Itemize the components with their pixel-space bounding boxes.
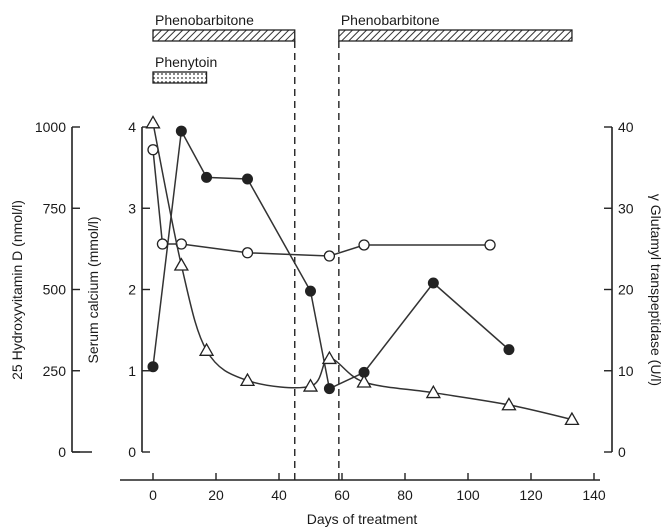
data-point [302,378,319,392]
axes: 0 20 40 60 80 100 120 1400250500750100001234010… [35,119,634,503]
data-point [156,238,169,250]
data-point [356,374,372,388]
data-point [503,344,515,356]
treatment-bar-label: Phenobarbitone [341,12,440,28]
x-tick-label: 60 [334,487,350,503]
y-axis-title-calcium: Serum calcium (mmol/l) [85,216,101,363]
data-point [358,239,370,251]
data-point [323,383,335,395]
x-tick-label: 100 [456,487,480,503]
data-point [321,350,338,365]
data-point [427,277,439,289]
x-tick-label: 40 [271,487,287,503]
data-point [501,397,517,411]
ggt-tick-label: 40 [618,119,634,135]
x-tick-label: 0 [149,487,157,503]
ggt-tick-label: 0 [618,444,626,460]
series-open-circle [147,144,496,262]
data-point [173,257,189,271]
calcium-tick-label: 4 [128,119,136,135]
treatment-bar-label: Phenytoin [155,54,217,70]
calcium-tick-label: 2 [128,282,136,298]
vitd-tick-label: 750 [43,200,67,216]
x-tick-label: 80 [397,487,413,503]
data-point [201,171,213,183]
vitd-tick-label: 500 [43,282,67,298]
series-filled-circle [147,125,515,395]
series-line [152,149,491,257]
series-layer [145,115,580,426]
x-tick-label: 120 [519,487,543,503]
y-axis-title-ggt: γ Glutamyl transpeptidase (U/l) [648,194,664,386]
data-point [175,125,187,137]
data-point [147,361,159,373]
vitd-tick-label: 1000 [35,119,66,135]
data-point [484,239,496,251]
data-point [242,173,253,185]
x-axis-title: Days of treatment [307,511,418,527]
ggt-tick-label: 30 [618,200,634,216]
series-open-triangle [145,115,580,426]
data-point [323,250,336,262]
data-point [198,342,215,356]
treatment-bar [338,29,573,42]
data-point [241,247,254,259]
data-point [145,115,161,129]
x-tick-label: 140 [582,487,606,503]
reference-lines [294,41,340,480]
vitd-tick-label: 0 [58,444,66,460]
treatment-bar [152,71,208,84]
treatment-bar-label: Phenobarbitone [155,12,254,28]
calcium-tick-label: 1 [128,363,136,379]
treatment-bars: Phenobarbitone Phenobarbitone Phenytoin [152,12,573,84]
series-line [152,122,573,421]
calcium-tick-label: 3 [128,200,136,216]
data-point [425,384,441,399]
data-point [239,372,256,387]
ggt-tick-label: 20 [618,282,634,298]
y-axis-title-vitd: 25 Hydroxyvitamin D (nmol/l) [9,200,25,380]
vitd-tick-label: 250 [43,363,67,379]
data-point [147,144,159,156]
data-point [564,411,580,426]
calcium-tick-label: 0 [128,444,136,460]
data-point [305,285,316,297]
treatment-bar [152,29,296,42]
x-tick-label: 20 [208,487,224,503]
ggt-tick-label: 10 [618,363,634,379]
